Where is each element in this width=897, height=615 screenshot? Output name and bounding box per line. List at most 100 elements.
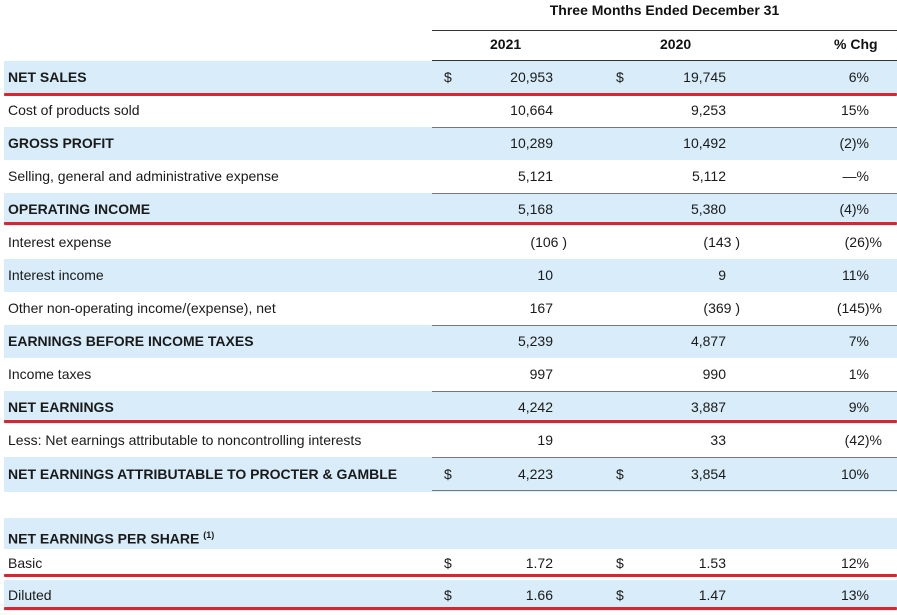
table-row-interest-expense: Interest expense (106 ) (143 ) (26)% [4,226,897,259]
value-chg: 7% [848,333,869,349]
subtotal-rule [432,325,897,326]
value-2021: 20,953 [510,69,553,85]
value-chg: 11% [842,267,869,283]
row-label: NET EARNINGS PER SHARE (1) [8,520,214,551]
row-label: Less: Net earnings attributable to nonco… [8,432,362,448]
subtotal-rule [432,391,897,392]
row-label: OPERATING INCOME [8,201,151,217]
dollar-sign: $ [444,555,452,571]
highlight-underline [4,574,897,577]
highlight-underline [4,93,897,96]
value-chg: 9% [848,399,869,415]
value-chg: 12% [840,555,869,571]
highlight-underline [4,420,897,423]
row-label: NET SALES [8,69,87,85]
subtotal-rule [432,193,897,194]
value-2021: (106 ) [530,234,567,250]
footnote-marker: (1) [203,530,215,540]
value-chg: (4)% [839,201,869,217]
subtotal-rule [432,127,897,128]
row-label: GROSS PROFIT [8,135,114,151]
highlight-underline [4,222,897,225]
value-2021: 1.66 [525,587,553,603]
row-label: Income taxes [8,366,92,382]
value-2020: 3,887 [690,399,726,415]
value-2020: 4,877 [690,333,726,349]
value-chg: (42)% [844,432,882,448]
value-2020: 1.47 [698,587,726,603]
dollar-sign: $ [444,587,452,603]
value-2020: 3,854 [690,466,726,482]
value-2021: 19 [537,432,553,448]
value-2021: 4,223 [517,466,553,482]
table-row-diluted: Diluted $ 1.66 $ 1.47 13% [4,580,897,611]
period-header: Three Months Ended December 31 [549,2,780,18]
table-row-operating-income: OPERATING INCOME 5,168 5,380 (4)% [4,193,897,226]
value-chg: (2)% [839,135,869,151]
row-label: EARNINGS BEFORE INCOME TAXES [8,333,254,349]
table-row-net-earnings: NET EARNINGS 4,242 3,887 9% [4,391,897,424]
value-2020: 1.53 [698,555,726,571]
row-label: Other non-operating income/(expense), ne… [8,300,276,316]
table-row-eps-header: NET EARNINGS PER SHARE (1) [4,518,897,549]
table-row-net-sales: NET SALES $ 20,953 $ 19,745 6% [4,61,897,94]
subtotal-rule [432,457,897,458]
table-row-ebit: EARNINGS BEFORE INCOME TAXES 5,239 4,877… [4,325,897,358]
value-chg: 6% [848,69,869,85]
value-2021: 5,239 [517,333,553,349]
value-2021: 10,664 [510,102,553,118]
table-row-noncontrolling: Less: Net earnings attributable to nonco… [4,424,897,457]
dollar-sign: $ [616,69,624,85]
dollar-sign: $ [616,587,624,603]
table-row-net-earnings-pg: NET EARNINGS ATTRIBUTABLE TO PROCTER & G… [4,457,897,492]
value-2020: 10,492 [683,135,726,151]
value-2020: 9,253 [690,102,726,118]
value-2020: 19,745 [683,69,726,85]
value-2021: 997 [529,366,553,382]
dollar-sign: $ [616,555,624,571]
value-2021: 10 [537,267,553,283]
table-row-income-taxes: Income taxes 997 990 1% [4,358,897,391]
value-2021: 4,242 [517,399,553,415]
value-chg: 10% [840,466,869,482]
value-2020: (143 ) [703,234,740,250]
subtotal-rule [432,490,897,491]
value-2020: 5,380 [690,201,726,217]
value-2020: 33 [710,432,726,448]
row-label: NET EARNINGS [8,399,114,415]
value-chg: 13% [840,587,869,603]
value-chg: 1% [848,366,869,382]
value-2020: 5,112 [692,168,726,184]
row-label: NET EARNINGS ATTRIBUTABLE TO PROCTER & G… [8,466,398,482]
value-chg: (145)% [836,300,882,316]
table-row-interest-income: Interest income 10 9 11% [4,259,897,292]
value-2021: 10,289 [510,135,553,151]
row-label: Cost of products sold [8,102,140,118]
highlight-underline [4,607,897,610]
value-chg: (26)% [844,234,882,250]
row-label: Diluted [8,587,52,603]
col-header-2020: 2020 [660,36,692,52]
value-chg: 15% [840,102,869,118]
row-label: Selling, general and administrative expe… [8,168,279,184]
period-header-rule [432,30,897,31]
value-2021: 167 [529,300,553,316]
row-label: Basic [8,555,43,571]
dollar-sign: $ [444,466,452,482]
value-2021: 5,121 [517,168,553,184]
table-row-sga: Selling, general and administrative expe… [4,160,897,193]
value-chg: —% [842,168,869,184]
table-row-other-non-operating: Other non-operating income/(expense), ne… [4,292,897,325]
row-label: Interest expense [8,234,112,250]
value-2020: (369 ) [703,300,740,316]
value-2021: 1.72 [525,555,553,571]
dollar-sign: $ [616,466,624,482]
row-label: Interest income [8,267,104,283]
dollar-sign: $ [444,69,452,85]
table-row-gross-profit: GROSS PROFIT 10,289 10,492 (2)% [4,127,897,160]
table-row-basic: Basic $ 1.72 $ 1.53 12% [4,548,897,578]
value-2020: 990 [702,366,726,382]
col-header-rule [432,60,897,61]
table-row-cost-of-products: Cost of products sold 10,664 9,253 15% [4,94,897,127]
col-header-2021: 2021 [490,36,522,52]
